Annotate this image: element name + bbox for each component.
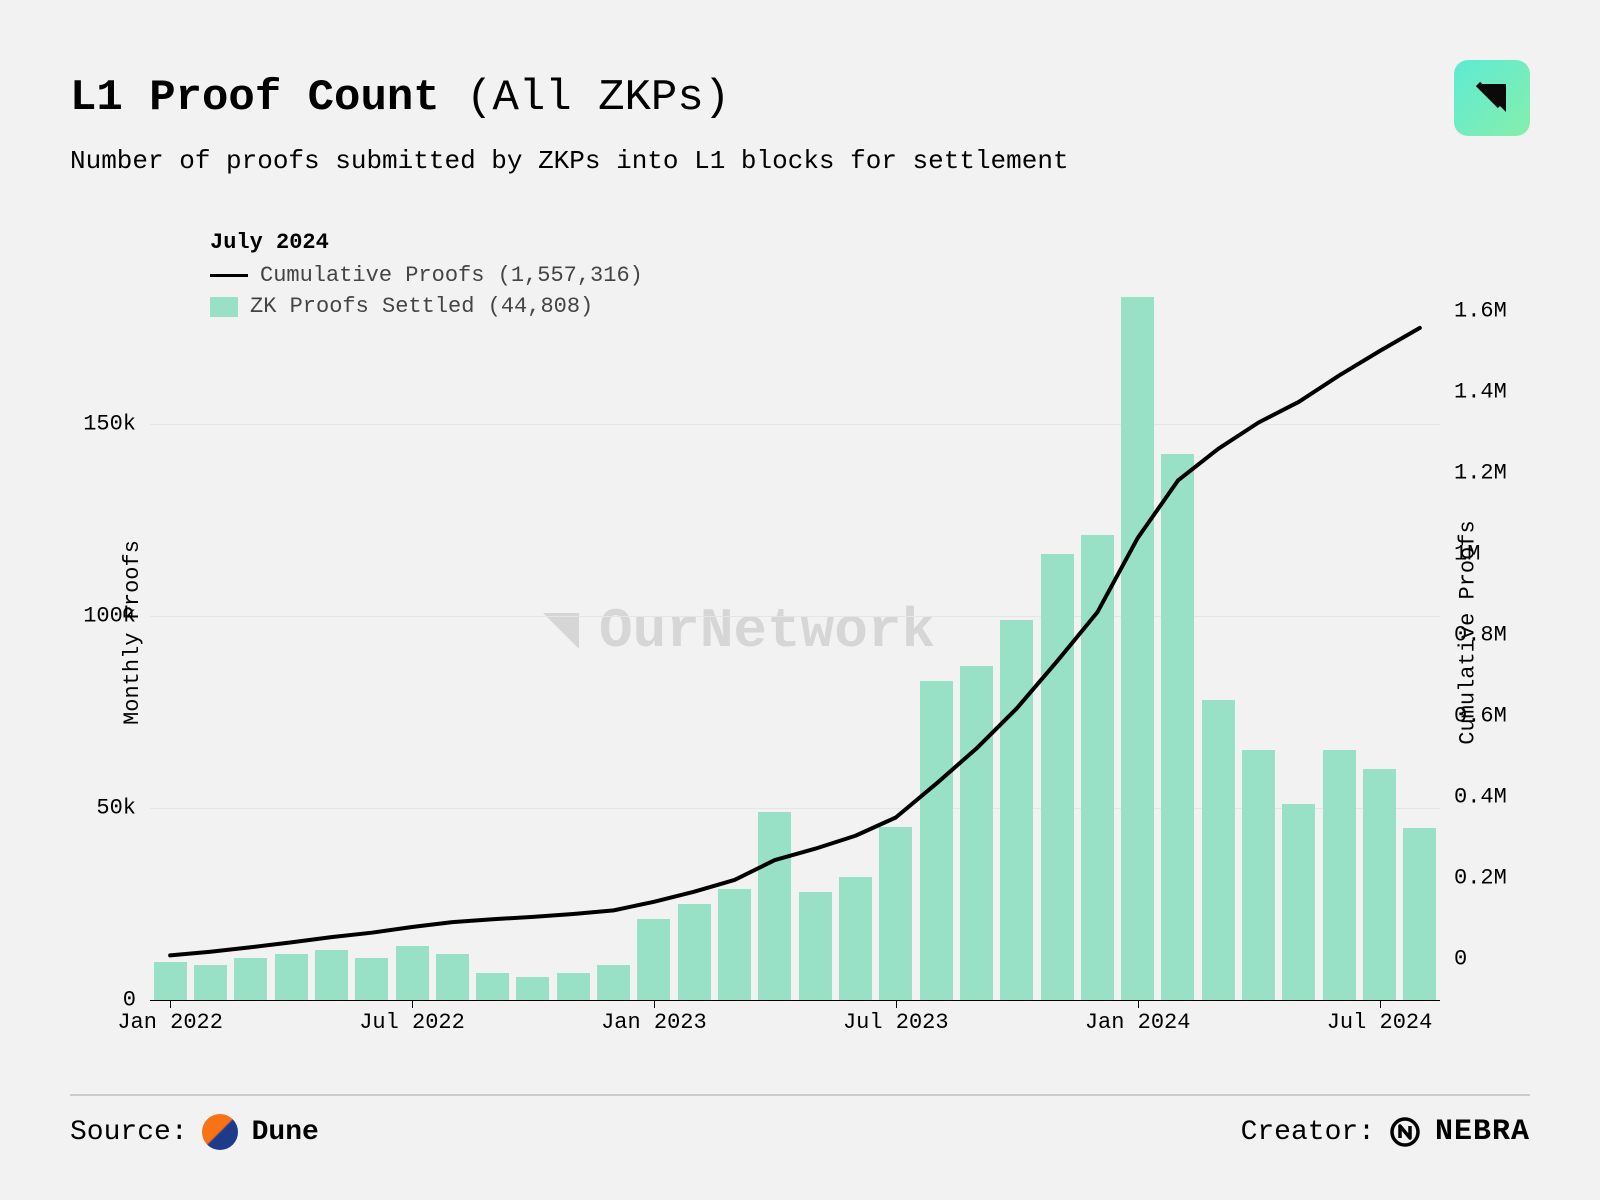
source-name: Dune xyxy=(252,1117,319,1148)
y-right-tick-label: 0.4M xyxy=(1454,785,1507,810)
y-left-tick-label: 50k xyxy=(56,795,136,820)
cumulative-path xyxy=(170,328,1420,956)
dune-icon xyxy=(202,1114,238,1150)
legend-settled-label: ZK Proofs Settled (44,808) xyxy=(250,294,593,319)
x-tick xyxy=(1138,1000,1139,1008)
source-label: Source: xyxy=(70,1117,188,1148)
y-right-tick-label: 1.6M xyxy=(1454,298,1507,323)
y-right-tick-label: 0.2M xyxy=(1454,866,1507,891)
legend-line-icon xyxy=(210,274,248,277)
plot-area: OurNetwork 050k100k150k00.2M0.4M0.6M0.8M… xyxy=(150,270,1440,1000)
x-tick xyxy=(170,1000,171,1008)
x-tick xyxy=(412,1000,413,1008)
x-tick-label: Jan 2023 xyxy=(601,1010,707,1035)
y-right-tick-label: 1.4M xyxy=(1454,379,1507,404)
y-axis-right-title: Cumulative Proofs xyxy=(1455,520,1480,744)
logo-arrow-icon xyxy=(1470,76,1514,120)
header: L1 Proof Count (All ZKPs) Number of proo… xyxy=(70,60,1530,176)
legend-settled: ZK Proofs Settled (44,808) xyxy=(210,294,643,319)
creator-name: NEBRA xyxy=(1435,1115,1530,1149)
legend-box-icon xyxy=(210,297,238,317)
footer: Source: Dune Creator: NEBRA xyxy=(70,1094,1530,1150)
chart-container: L1 Proof Count (All ZKPs) Number of proo… xyxy=(0,0,1600,1200)
legend-cumulative-label: Cumulative Proofs (1,557,316) xyxy=(260,263,643,288)
y-left-tick-label: 0 xyxy=(56,988,136,1013)
legend: July 2024 Cumulative Proofs (1,557,316) … xyxy=(210,230,643,319)
cumulative-line xyxy=(150,270,1440,1000)
creator-label: Creator: xyxy=(1241,1117,1375,1148)
x-tick-label: Jul 2023 xyxy=(843,1010,949,1035)
footer-source: Source: Dune xyxy=(70,1114,319,1150)
brand-logo-icon xyxy=(1454,60,1530,136)
chart-subtitle: Number of proofs submitted by ZKPs into … xyxy=(70,146,1530,176)
chart-title: L1 Proof Count (All ZKPs) xyxy=(70,73,730,123)
nebra-icon xyxy=(1389,1116,1421,1148)
x-tick-label: Jul 2022 xyxy=(359,1010,465,1035)
legend-title: July 2024 xyxy=(210,230,643,255)
y-left-tick-label: 150k xyxy=(56,411,136,436)
title-subpart: (All ZKPs) xyxy=(466,73,730,123)
x-tick xyxy=(1380,1000,1381,1008)
title-main: L1 Proof Count xyxy=(70,73,440,123)
y-right-tick-label: 0 xyxy=(1454,947,1467,972)
y-right-tick-label: 1.2M xyxy=(1454,460,1507,485)
x-tick-label: Jan 2024 xyxy=(1085,1010,1191,1035)
x-tick-label: Jan 2022 xyxy=(117,1010,223,1035)
x-axis-line xyxy=(150,1000,1440,1001)
footer-creator: Creator: NEBRA xyxy=(1241,1115,1530,1149)
y-axis-left-title: Monthly Proofs xyxy=(120,540,145,725)
x-tick xyxy=(654,1000,655,1008)
legend-cumulative: Cumulative Proofs (1,557,316) xyxy=(210,263,643,288)
title-row: L1 Proof Count (All ZKPs) xyxy=(70,60,1530,136)
x-tick-label: Jul 2024 xyxy=(1327,1010,1433,1035)
x-tick xyxy=(896,1000,897,1008)
